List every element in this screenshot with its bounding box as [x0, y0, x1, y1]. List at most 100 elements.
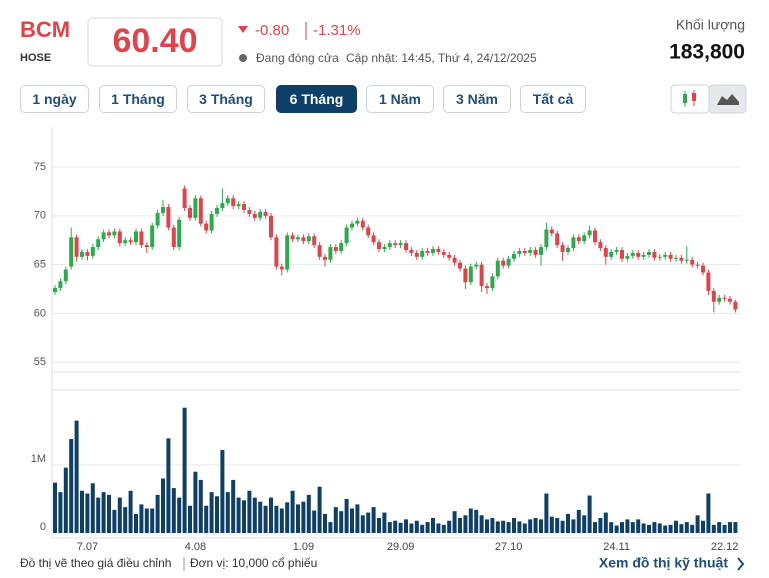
- volume: 183,800: [669, 41, 745, 64]
- range-button[interactable]: 6 Tháng: [276, 85, 357, 113]
- candle-body: [431, 249, 435, 253]
- volume-bar: [360, 515, 365, 533]
- candle-body: [112, 231, 117, 236]
- candle-body: [155, 212, 160, 226]
- x-tick-label: 22.12: [711, 541, 739, 553]
- candle-body: [447, 254, 452, 258]
- range-button[interactable]: 3 Tháng: [187, 85, 265, 113]
- volume-bar: [242, 500, 246, 533]
- volume-bar: [533, 518, 538, 533]
- technical-link[interactable]: Xem đồ thị kỹ thuật: [599, 555, 728, 571]
- y-tick-label: 0: [40, 521, 46, 533]
- volume-bar: [652, 522, 657, 533]
- candle-body: [528, 250, 533, 253]
- y-tick-label: 55: [34, 356, 46, 368]
- candle-body: [328, 247, 333, 260]
- candle-body: [576, 237, 581, 242]
- volume-bar: [436, 523, 441, 533]
- candle-body: [198, 198, 203, 224]
- volume-bar: [252, 497, 257, 533]
- volume-bar: [139, 504, 144, 533]
- volume-bar: [501, 520, 506, 533]
- candle-body: [733, 301, 738, 310]
- candle-body: [490, 276, 495, 289]
- area-button[interactable]: [708, 84, 747, 114]
- volume-bar: [69, 439, 74, 533]
- volume-bar: [636, 519, 641, 533]
- candle-body: [620, 250, 624, 259]
- candle-body: [641, 254, 646, 257]
- volume-bar: [247, 490, 252, 533]
- range-button[interactable]: 1 Năm: [366, 85, 434, 113]
- candle-body: [312, 236, 317, 246]
- volume-bar: [512, 518, 516, 533]
- candle-body: [539, 247, 543, 255]
- volume-bar: [447, 520, 452, 533]
- volume-bar: [182, 407, 187, 533]
- candle-body: [468, 266, 473, 283]
- x-tick-label: 4.08: [185, 541, 206, 553]
- volume-bar: [290, 490, 295, 533]
- candle-body: [339, 243, 344, 251]
- volume-bar: [387, 522, 392, 533]
- candle-body: [404, 243, 408, 250]
- volume-bar: [647, 524, 651, 533]
- candle-body: [555, 233, 560, 246]
- volume-bar: [717, 522, 722, 533]
- volume-bar: [155, 494, 160, 533]
- volume-bar: [414, 520, 419, 533]
- candle-body: [544, 229, 549, 248]
- chart-type-toggle[interactable]: [670, 84, 747, 114]
- candle-body: [485, 286, 489, 289]
- volume-bar: [339, 511, 344, 533]
- volume-bar: [107, 494, 111, 533]
- x-tick-label: 24.11: [603, 541, 630, 553]
- candle-body: [652, 251, 657, 258]
- candle-body: [193, 198, 198, 218]
- candle-body: [355, 220, 360, 224]
- price-box: [87, 17, 223, 67]
- volume-bar: [630, 522, 635, 533]
- x-tick-label: 1.09: [293, 541, 314, 553]
- volume-bar: [695, 515, 700, 533]
- volume-bar: [209, 492, 214, 533]
- volume-bar: [393, 520, 398, 533]
- candle-body: [690, 259, 695, 265]
- volume-bar: [328, 522, 333, 533]
- candle-body: [231, 198, 236, 207]
- candle-body: [420, 250, 425, 257]
- candle-body: [236, 204, 241, 207]
- volume-bar: [90, 483, 95, 533]
- candle-body: [63, 269, 68, 282]
- symbol: BCM: [20, 17, 70, 42]
- candle-body: [717, 297, 722, 302]
- volume-bar: [560, 520, 565, 533]
- candle-body: [134, 231, 138, 243]
- volume-bar: [420, 524, 425, 533]
- link-arrow[interactable]: [737, 557, 745, 571]
- range-button[interactable]: 1 ngày: [20, 85, 89, 113]
- range-button[interactable]: Tất cả: [520, 85, 586, 113]
- volume-bar: [171, 488, 176, 533]
- candle-body: [711, 290, 716, 302]
- volume-bar: [506, 522, 511, 533]
- volume-bar: [441, 524, 446, 533]
- candle-body: [625, 255, 630, 259]
- volume-bar: [657, 523, 662, 533]
- volume-bar: [161, 478, 165, 533]
- volume-bar: [80, 490, 84, 533]
- candle-body: [452, 257, 457, 263]
- candle-body: [306, 236, 311, 242]
- volume-bar: [371, 507, 376, 533]
- candle-body: [107, 232, 111, 236]
- volume-bar: [701, 520, 705, 533]
- candle-body: [614, 250, 619, 252]
- x-tick-label: 29.09: [387, 541, 415, 553]
- volume-bar: [625, 519, 630, 533]
- candle-body: [333, 247, 338, 251]
- volume-bar: [620, 522, 624, 533]
- range-button[interactable]: 3 Năm: [443, 85, 511, 113]
- candle-button[interactable]: [670, 84, 710, 114]
- range-button[interactable]: 1 Tháng: [99, 85, 177, 113]
